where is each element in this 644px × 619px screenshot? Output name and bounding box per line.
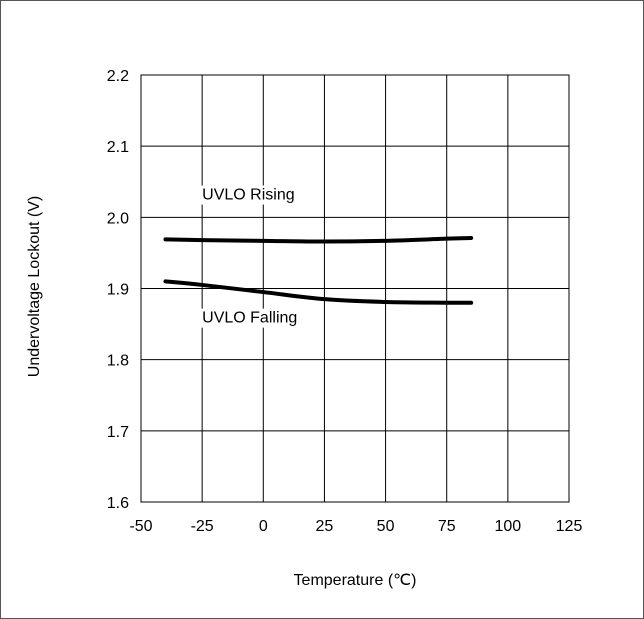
- x-tick-label: -25: [191, 518, 214, 535]
- y-tick-label: 2.0: [107, 210, 129, 227]
- x-tick-label: 25: [316, 518, 334, 535]
- series-label-uvlo-rising: UVLO Rising: [202, 187, 294, 204]
- x-axis-title: Temperature (℃): [294, 572, 417, 589]
- series-label-uvlo-falling: UVLO Falling: [202, 310, 297, 327]
- y-tick-label: 2.1: [107, 139, 129, 156]
- x-tick-label: 100: [495, 518, 522, 535]
- y-axis-title: Undervoltage Lockout (V): [26, 196, 43, 377]
- series-group: [163, 235, 474, 305]
- y-tick-label: 1.9: [107, 282, 129, 299]
- x-tick-label: 0: [259, 518, 268, 535]
- x-axis-ticks: -50 -25 0 25 50 75 100 125: [129, 518, 582, 535]
- y-tick-label: 2.2: [107, 68, 129, 85]
- grid: [140, 74, 570, 503]
- series-line-uvlo-rising: [163, 235, 474, 244]
- y-tick-label: 1.8: [107, 353, 129, 370]
- y-tick-label: 1.6: [107, 495, 129, 512]
- series-line-uvlo-falling: [163, 279, 474, 305]
- x-tick-label: 125: [556, 518, 583, 535]
- x-tick-label: 50: [377, 518, 395, 535]
- annotations: UVLO Rising UVLO Falling: [200, 185, 300, 328]
- plot-frame: [140, 74, 570, 503]
- y-tick-label: 1.7: [107, 424, 129, 441]
- series-label-backdrop: [200, 308, 300, 328]
- x-tick-label: -50: [129, 518, 152, 535]
- x-tick-label: 75: [438, 518, 456, 535]
- y-axis-ticks: 1.6 1.7 1.8 1.9 2.0 2.1 2.2: [107, 68, 129, 512]
- series-label-backdrop: [200, 185, 297, 205]
